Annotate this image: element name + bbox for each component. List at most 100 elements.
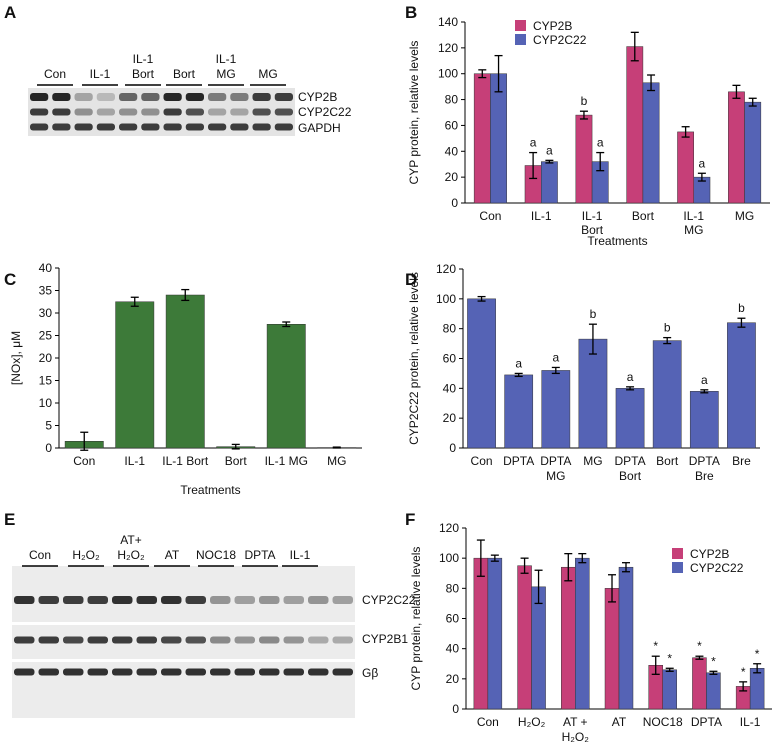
blot-band [63,668,84,676]
blot-background [28,88,295,136]
x-tick-label: IL-1 Bort [581,209,604,237]
error-bar [626,386,635,391]
x-tick-label: AT [612,715,627,729]
y-tick-label: 20 [443,411,457,425]
blot-band [136,668,157,676]
x-axis-title: Treatments [587,234,647,248]
error-bar [564,552,573,582]
band-label: CYP2B [298,90,337,104]
blot-band [274,108,293,116]
blot-band [185,108,204,116]
blot-band [141,93,160,101]
x-tick-label: IL-1 [531,209,552,223]
blot-band [112,596,133,604]
x-tick-label: Bre [732,454,751,468]
y-tick-label: 60 [445,118,459,132]
bar [467,298,496,449]
error-bar [477,295,486,302]
bar [541,161,558,204]
legend-label: CYP2C22 [690,561,744,575]
blot-band [208,93,227,101]
x-tick-label: Con [477,715,499,729]
y-tick-label: 100 [438,67,458,81]
bar [115,301,155,449]
blot-band [87,668,108,676]
blot-band [210,636,231,644]
bar [728,91,745,204]
error-bar [665,667,674,672]
bar [487,557,503,710]
error-bar [551,366,560,375]
lane-label: IL-1 [290,548,311,562]
label-line: H₂O₂ [562,730,590,744]
label-line: IL-1 [531,209,552,223]
blot-band [63,596,84,604]
blot-band [185,596,206,604]
significance-label: b [581,94,588,108]
x-tick-label: H₂O₂ [518,715,546,729]
bar [618,566,634,710]
y-tick-label: 40 [443,381,457,395]
y-tick-label: 80 [445,93,459,107]
label-line: MG [327,454,346,468]
x-tick-label: DPTA [691,715,722,729]
blot-band [332,636,353,644]
panel-letter: E [4,510,15,529]
significance-label: a [597,136,604,150]
blot-band [274,93,293,101]
error-bar [681,126,690,138]
y-tick-label: 120 [438,41,458,55]
lane-label: IL-1 Bort [132,52,155,81]
significance-label: a [530,136,537,150]
label-line: IL-1 Bort [162,454,209,468]
blot-band [112,668,133,676]
error-bar [579,110,588,120]
bar [490,73,507,204]
error-bar [651,655,660,675]
label-line: IL-1 [90,67,111,81]
bar [517,565,532,710]
label-line: IL-1 [290,548,311,562]
x-tick-label: IL-1 [740,715,761,729]
panel-letter: B [405,3,417,22]
bar [706,672,721,710]
error-bar [494,54,503,93]
label-line: MG [684,223,703,237]
significance-label: * [653,639,658,653]
y-tick-label: 60 [443,352,457,366]
legend-swatch [515,34,526,45]
label-line: Con [73,454,95,468]
blot-band [283,636,304,644]
blot-background [12,566,355,622]
blot-band [87,596,108,604]
blot-band [96,93,115,101]
blot-band [141,123,160,131]
label-line: IL-1 [582,209,603,223]
bar [642,82,660,204]
blot-band [210,596,231,604]
blot-band [230,108,249,116]
x-tick-label: Bort [632,209,655,223]
bar [165,294,205,449]
label-line: DPTA [503,454,534,468]
legend-label: CYP2B [690,547,729,561]
bar [692,657,707,710]
error-bar [80,431,89,451]
label-line: Con [29,548,51,562]
label-line: DPTA [615,454,646,468]
error-bar [181,288,190,302]
error-bar [529,151,538,180]
significance-label: b [738,301,745,315]
blot-band [96,123,115,131]
x-tick-label: IL-1 MG [683,209,704,237]
bar [575,557,590,710]
significance-label: * [667,651,672,665]
y-tick-label: 20 [446,672,460,686]
blot-band [38,636,59,644]
y-tick-label: 100 [436,292,456,306]
y-tick-label: 20 [445,170,459,184]
legend-swatch [515,20,526,31]
significance-label: b [590,307,597,321]
lane-label: Con [44,67,66,81]
lane-label: AT+ H₂O₂ [117,533,145,562]
